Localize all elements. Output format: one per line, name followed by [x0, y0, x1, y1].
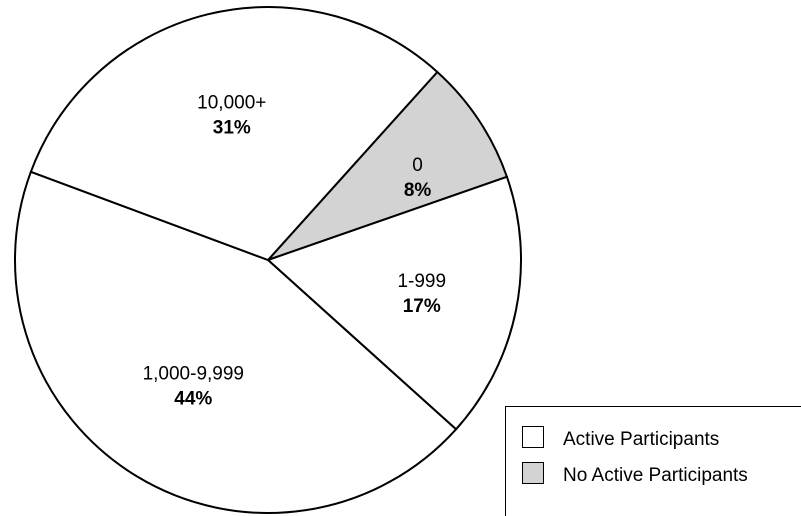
- slice-label-1-000-9-999: 1,000-9,999: [143, 363, 244, 384]
- slice-percent-1-999: 17%: [403, 296, 441, 317]
- pie-slice-1-000-9-999: [14, 170, 458, 514]
- slice-percent-10-000: 31%: [213, 118, 251, 139]
- slice-percent-0: 8%: [404, 180, 432, 201]
- pie-slice-labels: 0 8% 1-999 17% 1,000-9,999 44% 10,000+ 31%: [143, 93, 446, 410]
- legend-label-active-participants: Active Participants: [563, 429, 719, 450]
- slice-label-10-000: 10,000+: [197, 93, 266, 114]
- pie-slice-1-999: [267, 175, 522, 431]
- slice-percent-1-000-9-999: 44%: [174, 388, 212, 409]
- pie-slices: [14, 6, 522, 514]
- chart-legend: Active Participants No Active Participan…: [505, 406, 801, 516]
- legend-box: [505, 406, 801, 516]
- pie-slice-0: [267, 70, 508, 261]
- pie-slice-10-000: [29, 6, 439, 261]
- slice-label-0: 0: [412, 155, 423, 176]
- legend-swatch-no-active-participants: [522, 462, 544, 484]
- slice-label-1-999: 1-999: [397, 271, 446, 292]
- legend-label-no-active-participants: No Active Participants: [563, 465, 748, 486]
- legend-swatch-active-participants: [522, 426, 544, 448]
